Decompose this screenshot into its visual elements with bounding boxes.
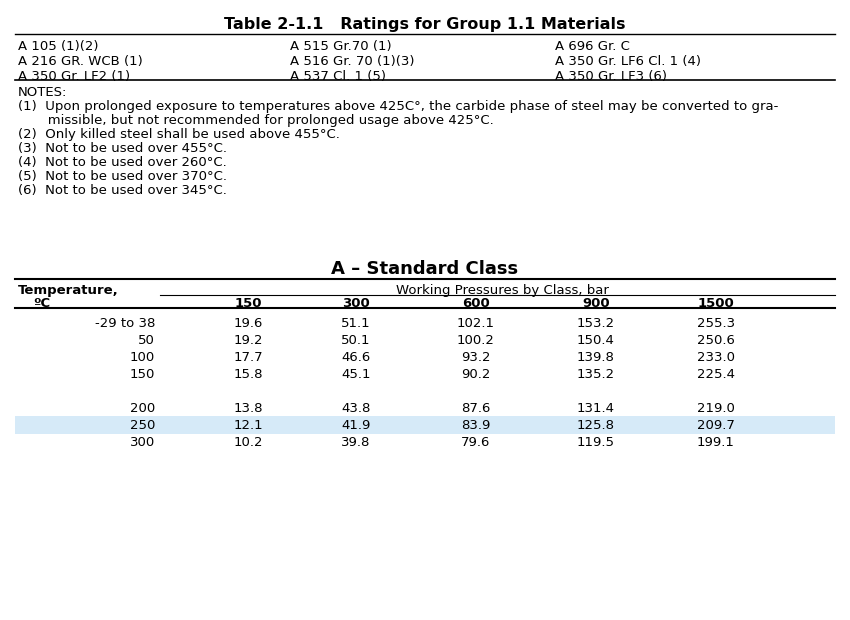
- Text: 41.9: 41.9: [342, 419, 371, 432]
- Text: Table 2-1.1   Ratings for Group 1.1 Materials: Table 2-1.1 Ratings for Group 1.1 Materi…: [224, 17, 626, 32]
- Text: A 696 Gr. C: A 696 Gr. C: [555, 40, 630, 53]
- Text: -29 to 38: -29 to 38: [94, 317, 155, 330]
- Text: missible, but not recommended for prolonged usage above 425°C.: missible, but not recommended for prolon…: [18, 114, 494, 127]
- Text: 83.9: 83.9: [462, 419, 490, 432]
- Text: NOTES:: NOTES:: [18, 86, 67, 99]
- Text: 100: 100: [130, 351, 155, 364]
- Text: 87.6: 87.6: [462, 402, 490, 415]
- Text: 17.7: 17.7: [233, 351, 263, 364]
- Text: Working Pressures by Class, bar: Working Pressures by Class, bar: [396, 284, 609, 297]
- Text: 12.1: 12.1: [233, 419, 263, 432]
- Text: 19.6: 19.6: [233, 317, 263, 330]
- Text: 51.1: 51.1: [341, 317, 371, 330]
- Text: 139.8: 139.8: [577, 351, 615, 364]
- Text: 19.2: 19.2: [233, 334, 263, 347]
- Text: 225.4: 225.4: [697, 368, 735, 381]
- Text: 219.0: 219.0: [697, 402, 735, 415]
- Text: 200: 200: [130, 402, 155, 415]
- Text: A 350 Gr. LF3 (6): A 350 Gr. LF3 (6): [555, 70, 667, 83]
- Text: 153.2: 153.2: [577, 317, 615, 330]
- Text: 150.4: 150.4: [577, 334, 615, 347]
- Text: 150: 150: [129, 368, 155, 381]
- Text: 43.8: 43.8: [342, 402, 371, 415]
- Text: 150: 150: [235, 297, 262, 310]
- Text: 900: 900: [582, 297, 609, 310]
- Text: (1)  Upon prolonged exposure to temperatures above 425C°, the carbide phase of s: (1) Upon prolonged exposure to temperatu…: [18, 100, 779, 113]
- Text: 250: 250: [129, 419, 155, 432]
- Text: 233.0: 233.0: [697, 351, 735, 364]
- Text: A 216 GR. WCB (1): A 216 GR. WCB (1): [18, 55, 143, 68]
- Text: 15.8: 15.8: [233, 368, 263, 381]
- Text: 131.4: 131.4: [577, 402, 615, 415]
- Text: 102.1: 102.1: [457, 317, 495, 330]
- Text: A 350 Gr. LF6 Cl. 1 (4): A 350 Gr. LF6 Cl. 1 (4): [555, 55, 701, 68]
- Text: 90.2: 90.2: [462, 368, 490, 381]
- Text: 50: 50: [138, 334, 155, 347]
- Text: Temperature,: Temperature,: [18, 284, 119, 297]
- Text: 1500: 1500: [698, 297, 734, 310]
- Text: 199.1: 199.1: [697, 436, 735, 449]
- Text: 39.8: 39.8: [342, 436, 371, 449]
- Text: 135.2: 135.2: [577, 368, 615, 381]
- Text: ºC: ºC: [33, 297, 50, 310]
- Text: 100.2: 100.2: [457, 334, 495, 347]
- Text: A 537 Cl. 1 (5): A 537 Cl. 1 (5): [290, 70, 386, 83]
- Text: 300: 300: [342, 297, 370, 310]
- Text: 46.6: 46.6: [342, 351, 371, 364]
- Text: (5)  Not to be used over 370°C.: (5) Not to be used over 370°C.: [18, 170, 227, 183]
- Text: 79.6: 79.6: [462, 436, 490, 449]
- Text: (6)  Not to be used over 345°C.: (6) Not to be used over 345°C.: [18, 184, 227, 197]
- Text: A 515 Gr.70 (1): A 515 Gr.70 (1): [290, 40, 392, 53]
- Text: A 350 Gr. LF2 (1): A 350 Gr. LF2 (1): [18, 70, 130, 83]
- Text: 600: 600: [462, 297, 490, 310]
- Text: 125.8: 125.8: [577, 419, 615, 432]
- Text: 300: 300: [130, 436, 155, 449]
- Text: (2)  Only killed steel shall be used above 455°C.: (2) Only killed steel shall be used abov…: [18, 128, 340, 141]
- Text: 209.7: 209.7: [697, 419, 735, 432]
- Text: A 516 Gr. 70 (1)(3): A 516 Gr. 70 (1)(3): [290, 55, 415, 68]
- Text: (4)  Not to be used over 260°C.: (4) Not to be used over 260°C.: [18, 156, 227, 169]
- Text: 13.8: 13.8: [233, 402, 263, 415]
- Text: 93.2: 93.2: [462, 351, 490, 364]
- Text: 255.3: 255.3: [697, 317, 735, 330]
- Text: 50.1: 50.1: [341, 334, 371, 347]
- Text: A 105 (1)(2): A 105 (1)(2): [18, 40, 99, 53]
- Text: A – Standard Class: A – Standard Class: [332, 260, 518, 278]
- Bar: [15, 416, 835, 434]
- Text: 45.1: 45.1: [341, 368, 371, 381]
- Text: 119.5: 119.5: [577, 436, 615, 449]
- Text: (3)  Not to be used over 455°C.: (3) Not to be used over 455°C.: [18, 142, 227, 155]
- Text: 250.6: 250.6: [697, 334, 735, 347]
- Text: 10.2: 10.2: [233, 436, 263, 449]
